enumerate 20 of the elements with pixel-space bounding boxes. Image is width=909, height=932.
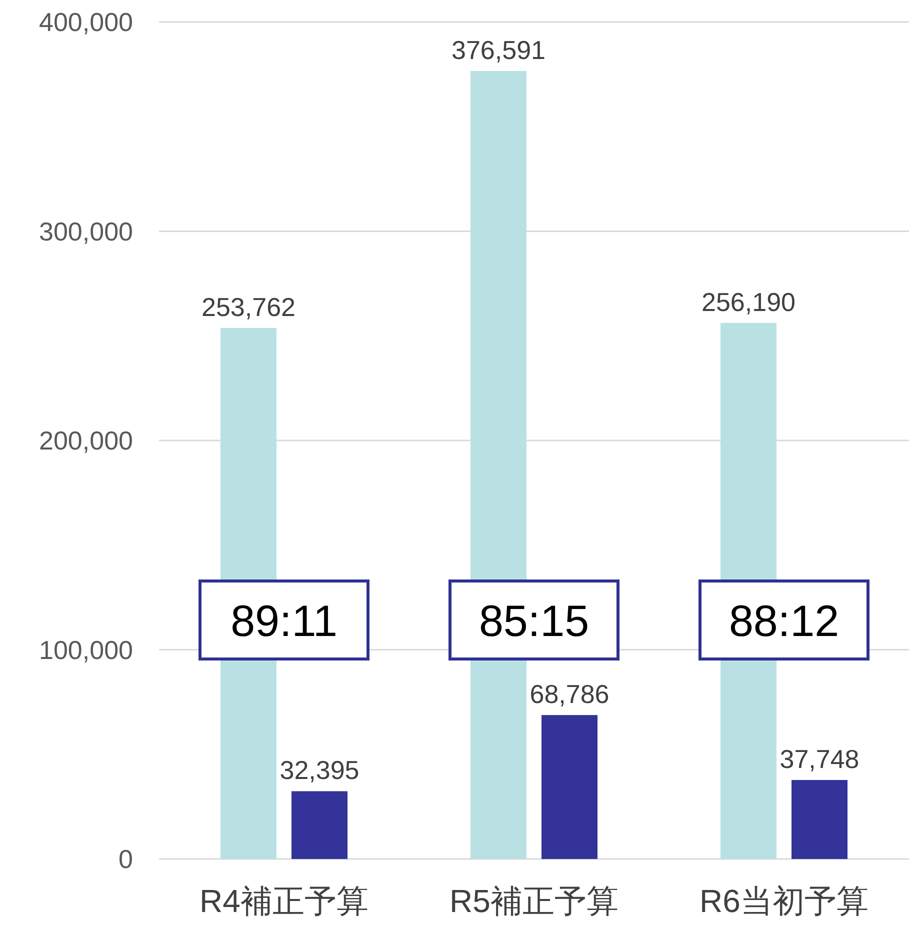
data-label: 253,762 xyxy=(202,292,296,322)
y-tick-label: 0 xyxy=(118,844,133,874)
bar xyxy=(542,715,598,859)
y-tick-label: 200,000 xyxy=(39,426,133,456)
data-label: 32,395 xyxy=(280,755,360,786)
x-tick-label: R5補正予算 xyxy=(450,883,618,919)
data-label: 376,591 xyxy=(452,34,546,65)
x-tick-label: R6当初予算 xyxy=(700,883,868,919)
annotation: 88:12 xyxy=(728,596,840,646)
data-label: 68,786 xyxy=(530,679,610,710)
data-label: 256,190 xyxy=(702,286,796,317)
y-tick-label: 300,000 xyxy=(39,216,133,246)
y-tick-label: 400,000 xyxy=(39,7,133,38)
y-tick-label: 100,000 xyxy=(39,634,133,665)
annotation: 85:15 xyxy=(478,596,590,646)
x-tick-label: R4補正予算 xyxy=(200,883,368,919)
bar xyxy=(792,780,848,859)
annotation: 89:11 xyxy=(230,596,338,646)
data-label: 37,748 xyxy=(780,744,860,774)
bar xyxy=(292,791,348,859)
